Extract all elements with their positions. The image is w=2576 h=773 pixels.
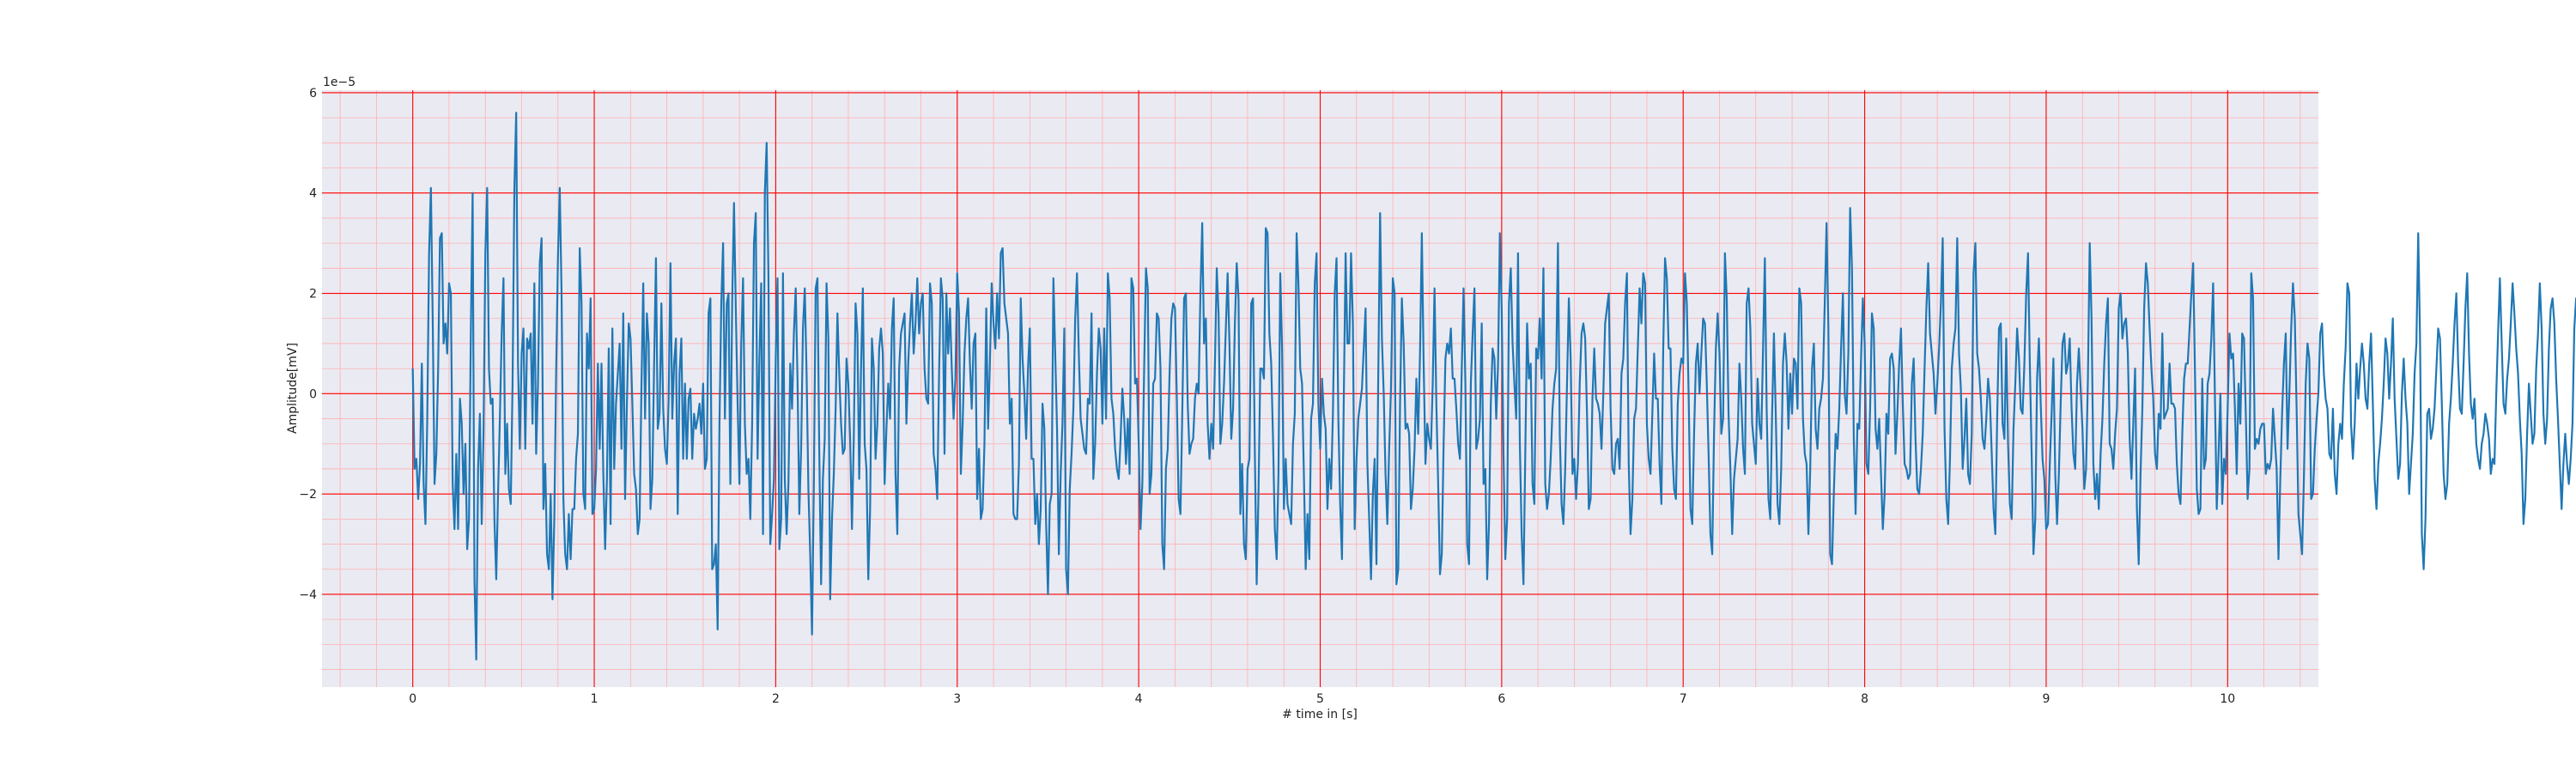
x-axis-label: # time in [s] xyxy=(1282,708,1358,721)
x-tick-label: 10 xyxy=(2220,692,2235,706)
x-tick-label: 6 xyxy=(1498,692,1505,706)
x-tick-label: 1 xyxy=(591,692,598,706)
x-tick-label: 3 xyxy=(953,692,961,706)
x-tick-label: 8 xyxy=(1861,692,1868,706)
x-axis-ticks: 0 1 2 3 4 5 6 7 8 9 10 xyxy=(409,692,2235,706)
y-tick-label: −4 xyxy=(299,588,317,602)
y-tick-label: 2 xyxy=(309,288,317,301)
x-tick-label: 9 xyxy=(2042,692,2050,706)
y-tick-label: 6 xyxy=(309,87,317,100)
x-tick-label: 0 xyxy=(409,692,416,706)
y-axis-label: Amplitude[mV] xyxy=(286,343,300,434)
x-tick-label: 5 xyxy=(1316,692,1324,706)
x-tick-label: 4 xyxy=(1135,692,1143,706)
x-tick-label: 2 xyxy=(772,692,780,706)
signal-line xyxy=(411,112,2576,660)
y-tick-label: −2 xyxy=(299,488,317,502)
y-tick-label: 0 xyxy=(309,387,317,401)
x-tick-label: 7 xyxy=(1680,692,1687,706)
y-axis-ticks: −4 −2 0 2 4 6 xyxy=(299,87,317,602)
y-tick-label: 4 xyxy=(309,187,317,201)
y-axis-offset-text: 1e−5 xyxy=(323,76,355,89)
